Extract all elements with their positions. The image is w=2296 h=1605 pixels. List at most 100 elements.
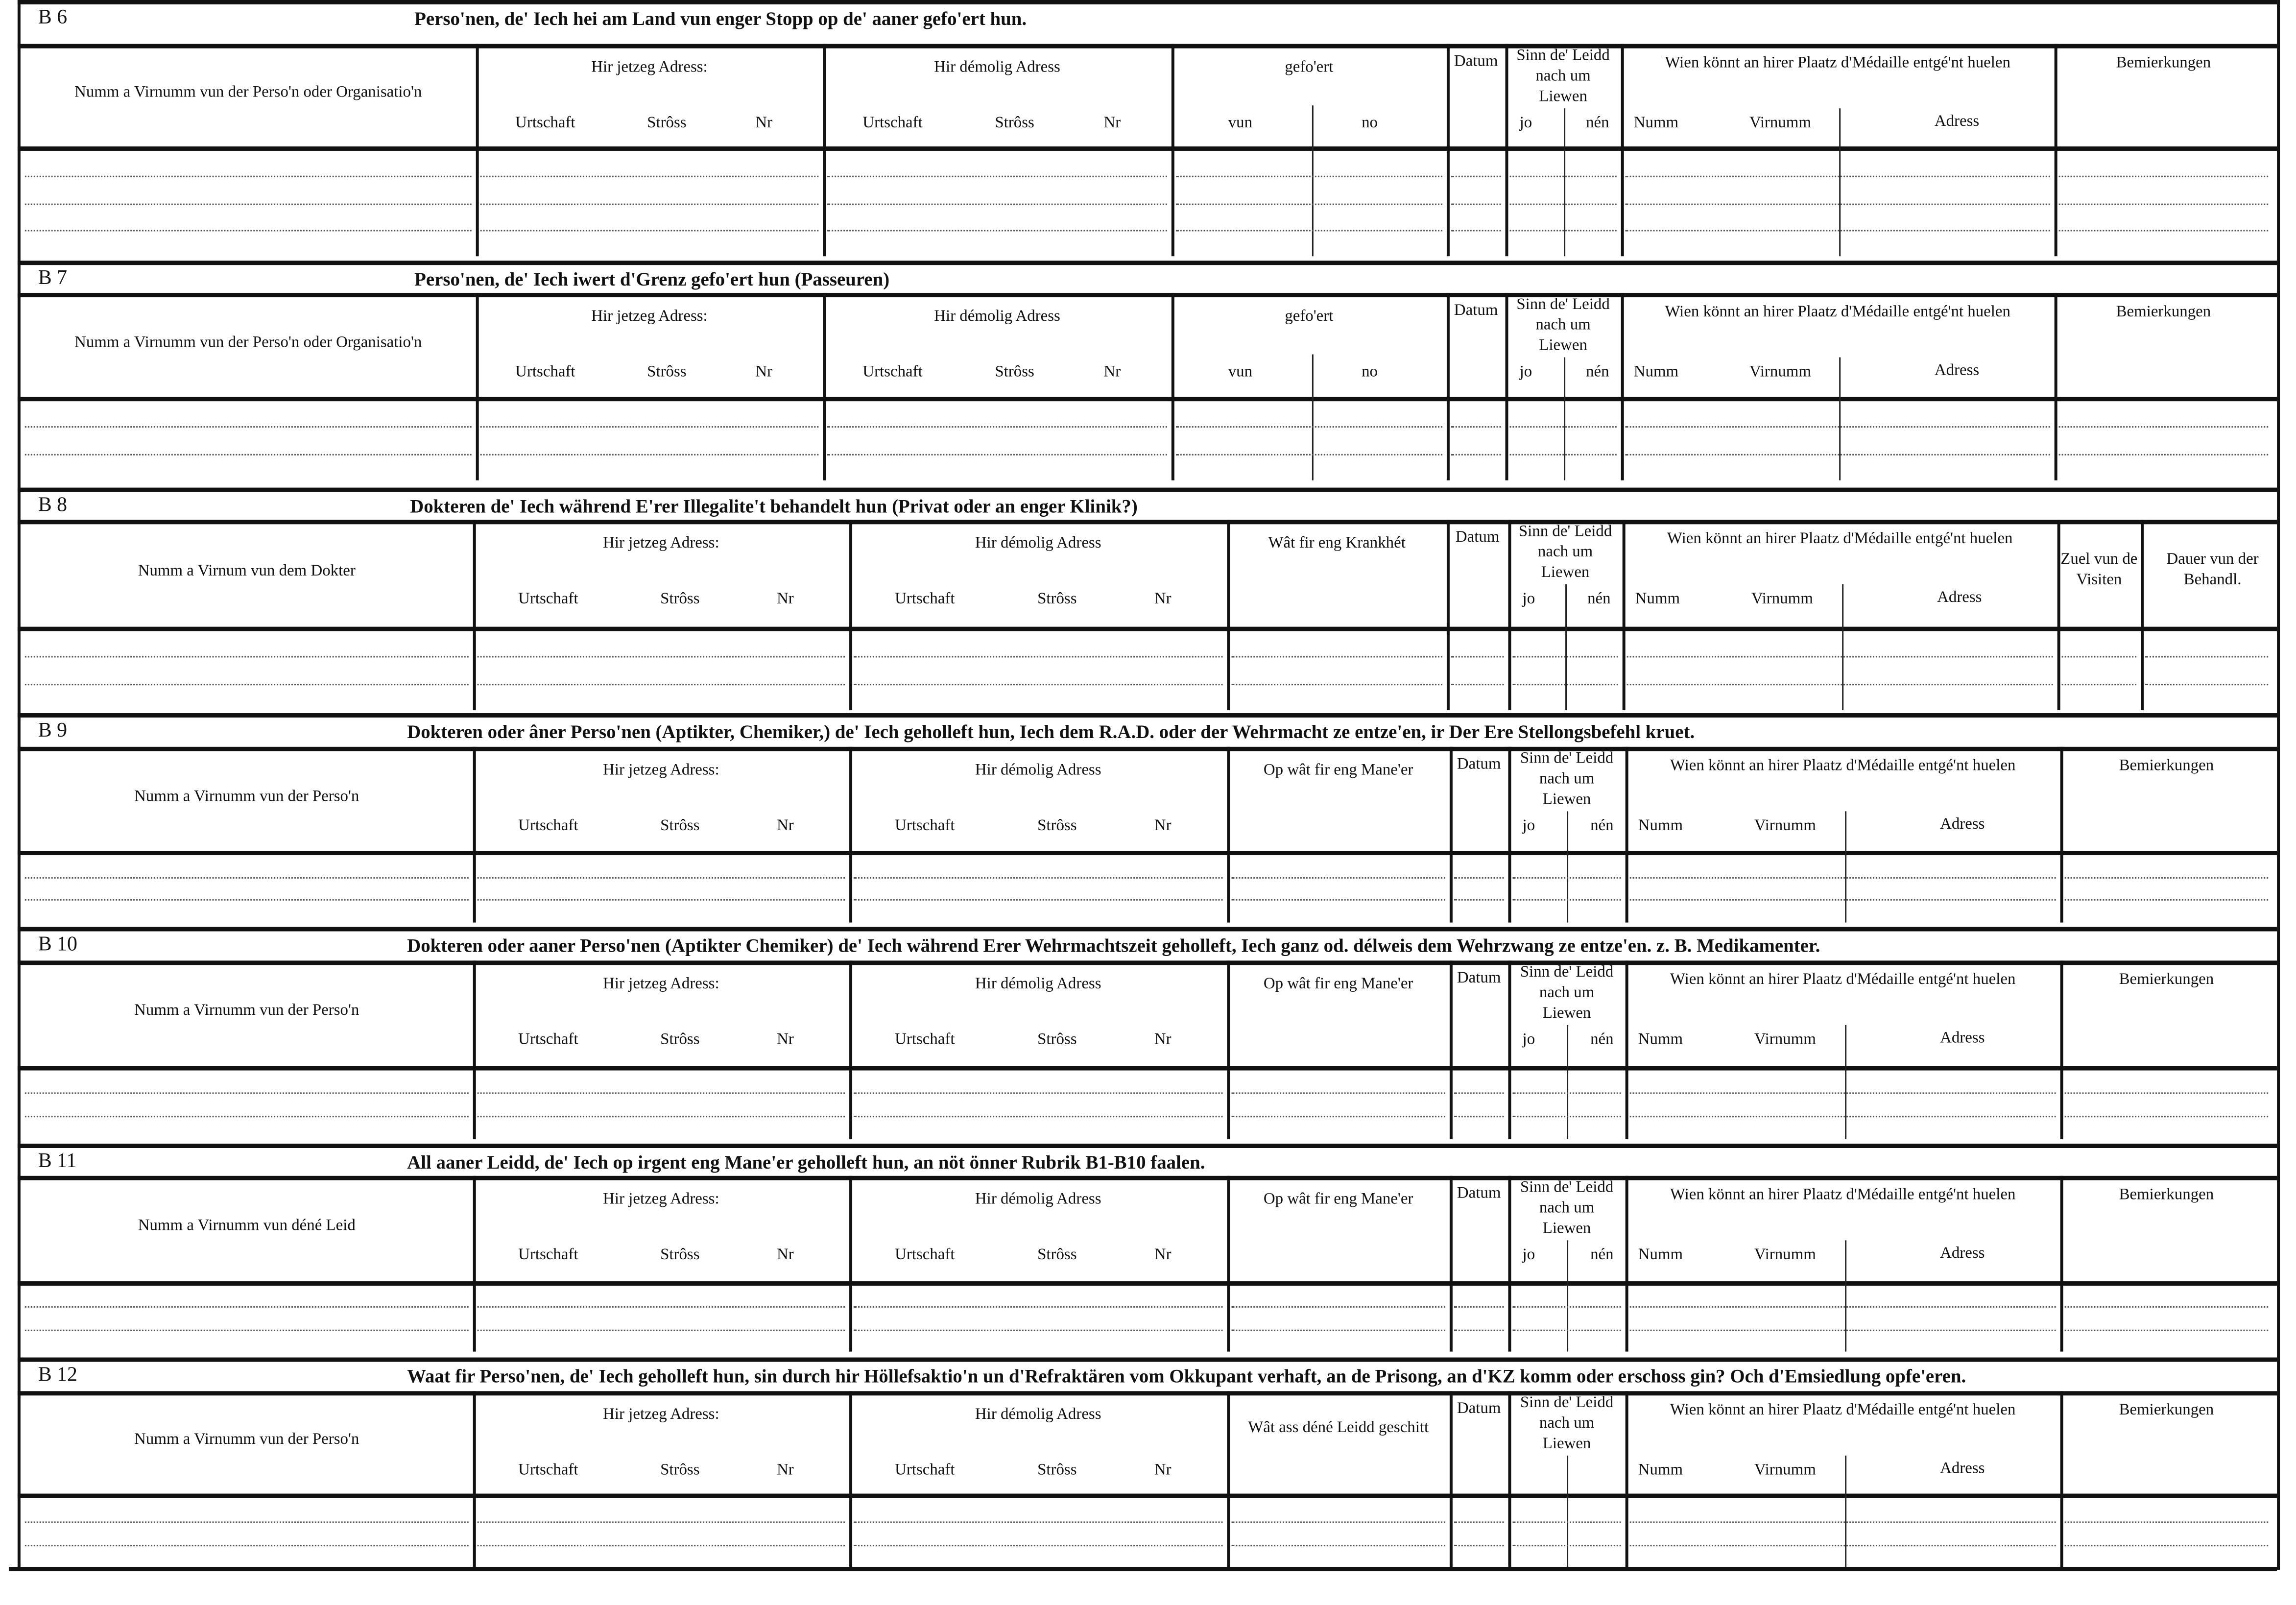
entry-line[interactable] xyxy=(1451,176,1501,178)
entry-line[interactable] xyxy=(1512,1521,1621,1523)
entry-line[interactable] xyxy=(1231,656,1442,658)
entry-line[interactable] xyxy=(477,1116,845,1118)
entry-line[interactable] xyxy=(477,1092,845,1094)
entry-line[interactable] xyxy=(1175,229,1442,231)
entry-line[interactable] xyxy=(1231,1545,1445,1547)
entry-line[interactable] xyxy=(2058,203,2269,205)
entry-line[interactable] xyxy=(1454,1545,1504,1547)
entry-line[interactable] xyxy=(854,1545,1223,1547)
entry-line[interactable] xyxy=(24,656,469,658)
entry-line[interactable] xyxy=(827,427,1167,429)
entry-line[interactable] xyxy=(827,453,1167,455)
entry-line[interactable] xyxy=(1625,453,2050,455)
entry-line[interactable] xyxy=(1629,1306,2056,1308)
entry-line[interactable] xyxy=(1625,229,2050,231)
entry-line[interactable] xyxy=(1231,1329,1445,1331)
entry-line[interactable] xyxy=(2064,1545,2269,1547)
entry-line[interactable] xyxy=(2145,683,2269,685)
entry-line[interactable] xyxy=(24,1092,469,1094)
entry-line[interactable] xyxy=(2058,453,2269,455)
entry-line[interactable] xyxy=(2058,229,2269,231)
entry-line[interactable] xyxy=(1175,427,1442,429)
entry-line[interactable] xyxy=(827,203,1167,205)
entry-line[interactable] xyxy=(24,229,472,231)
entry-line[interactable] xyxy=(854,1092,1223,1094)
entry-line[interactable] xyxy=(854,876,1223,878)
entry-line[interactable] xyxy=(1629,899,2056,901)
entry-line[interactable] xyxy=(2064,899,2269,901)
entry-line[interactable] xyxy=(480,176,819,178)
entry-line[interactable] xyxy=(24,176,472,178)
entry-line[interactable] xyxy=(480,427,819,429)
entry-line[interactable] xyxy=(1509,203,1617,205)
entry-line[interactable] xyxy=(827,176,1167,178)
entry-line[interactable] xyxy=(477,1545,845,1547)
entry-line[interactable] xyxy=(24,876,469,878)
entry-line[interactable] xyxy=(1512,1545,1621,1547)
entry-line[interactable] xyxy=(1509,427,1617,429)
entry-line[interactable] xyxy=(854,1116,1223,1118)
entry-line[interactable] xyxy=(2145,656,2269,658)
entry-line[interactable] xyxy=(854,656,1223,658)
entry-line[interactable] xyxy=(1512,1306,1621,1308)
entry-line[interactable] xyxy=(1509,229,1617,231)
entry-line[interactable] xyxy=(854,899,1223,901)
entry-line[interactable] xyxy=(1231,1521,1445,1523)
entry-line[interactable] xyxy=(1454,1329,1504,1331)
entry-line[interactable] xyxy=(477,656,845,658)
entry-line[interactable] xyxy=(1454,876,1504,878)
entry-line[interactable] xyxy=(24,427,472,429)
entry-line[interactable] xyxy=(24,1116,469,1118)
entry-line[interactable] xyxy=(1175,203,1442,205)
entry-line[interactable] xyxy=(477,1521,845,1523)
entry-line[interactable] xyxy=(2064,1092,2269,1094)
entry-line[interactable] xyxy=(2064,1521,2269,1523)
entry-line[interactable] xyxy=(24,1545,469,1547)
entry-line[interactable] xyxy=(1454,1306,1504,1308)
entry-line[interactable] xyxy=(1509,176,1617,178)
entry-line[interactable] xyxy=(480,203,819,205)
entry-line[interactable] xyxy=(1626,656,2053,658)
entry-line[interactable] xyxy=(1512,683,1618,685)
entry-line[interactable] xyxy=(827,229,1167,231)
entry-line[interactable] xyxy=(1629,1329,2056,1331)
entry-line[interactable] xyxy=(2064,1329,2269,1331)
entry-line[interactable] xyxy=(1454,1092,1504,1094)
entry-line[interactable] xyxy=(1512,876,1621,878)
entry-line[interactable] xyxy=(2064,1116,2269,1118)
entry-line[interactable] xyxy=(1629,1092,2056,1094)
entry-line[interactable] xyxy=(480,453,819,455)
entry-line[interactable] xyxy=(24,1306,469,1308)
entry-line[interactable] xyxy=(477,683,845,685)
entry-line[interactable] xyxy=(1451,427,1501,429)
entry-line[interactable] xyxy=(1231,1092,1445,1094)
entry-line[interactable] xyxy=(2058,176,2269,178)
entry-line[interactable] xyxy=(2064,876,2269,878)
entry-line[interactable] xyxy=(1625,427,2050,429)
entry-line[interactable] xyxy=(1451,203,1501,205)
entry-line[interactable] xyxy=(1451,656,1504,658)
entry-line[interactable] xyxy=(24,453,472,455)
entry-line[interactable] xyxy=(1625,203,2050,205)
entry-line[interactable] xyxy=(1175,453,1442,455)
entry-line[interactable] xyxy=(1454,1116,1504,1118)
entry-line[interactable] xyxy=(2061,656,2137,658)
entry-line[interactable] xyxy=(480,229,819,231)
entry-line[interactable] xyxy=(1454,899,1504,901)
entry-line[interactable] xyxy=(1629,1545,2056,1547)
entry-line[interactable] xyxy=(1231,876,1445,878)
entry-line[interactable] xyxy=(1626,683,2053,685)
entry-line[interactable] xyxy=(24,899,469,901)
entry-line[interactable] xyxy=(1512,1092,1621,1094)
entry-line[interactable] xyxy=(1512,899,1621,901)
entry-line[interactable] xyxy=(1231,899,1445,901)
entry-line[interactable] xyxy=(1451,683,1504,685)
entry-line[interactable] xyxy=(1629,876,2056,878)
entry-line[interactable] xyxy=(24,1329,469,1331)
entry-line[interactable] xyxy=(477,1329,845,1331)
entry-line[interactable] xyxy=(477,899,845,901)
entry-line[interactable] xyxy=(2061,683,2137,685)
entry-line[interactable] xyxy=(1509,453,1617,455)
entry-line[interactable] xyxy=(2058,427,2269,429)
entry-line[interactable] xyxy=(477,1306,845,1308)
